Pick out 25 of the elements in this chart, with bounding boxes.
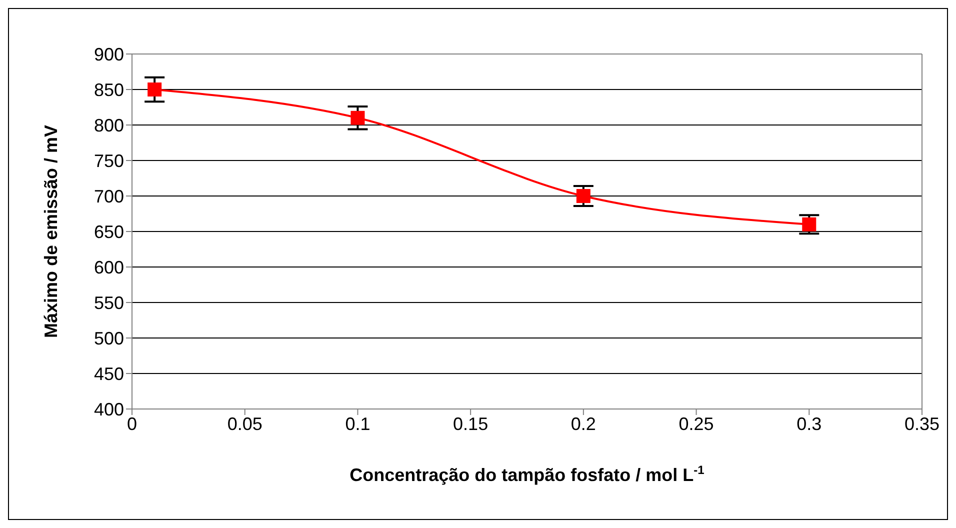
y-tick-label: 900 bbox=[94, 44, 124, 64]
x-tick-label: 0.3 bbox=[796, 414, 822, 434]
point bbox=[802, 217, 816, 232]
x-tick-label: 0.35 bbox=[904, 414, 940, 434]
y-tick-label: 800 bbox=[94, 115, 124, 136]
x-axis-title: Concentração do tampão fosfato / mol L$^{-1}$ bbox=[350, 463, 705, 485]
x-tick-label: 0.2 bbox=[570, 414, 596, 434]
x-tick-label: 0.15 bbox=[453, 414, 488, 434]
y-axis-title: Máximo de emissão / mV bbox=[41, 124, 61, 338]
x-tick-label: 0.1 bbox=[345, 414, 370, 434]
y-tick-label: 650 bbox=[94, 222, 124, 242]
y-tick-label: 850 bbox=[94, 80, 124, 100]
x-tick-label: 0.05 bbox=[227, 414, 262, 434]
point bbox=[350, 110, 365, 125]
point bbox=[576, 189, 590, 203]
y-tick-label: 750 bbox=[94, 150, 124, 171]
y-tick-label: 450 bbox=[94, 364, 124, 384]
y-tick-label: 700 bbox=[94, 186, 124, 206]
y-tick-label: 550 bbox=[94, 292, 124, 313]
point bbox=[148, 82, 162, 96]
x-tick-label: 0.25 bbox=[678, 414, 714, 434]
x-tick-label: 0 bbox=[126, 414, 138, 434]
y-tick-label: 400 bbox=[94, 399, 124, 420]
y-tick-label: 600 bbox=[94, 257, 124, 278]
y-tick-label: 500 bbox=[94, 328, 124, 348]
